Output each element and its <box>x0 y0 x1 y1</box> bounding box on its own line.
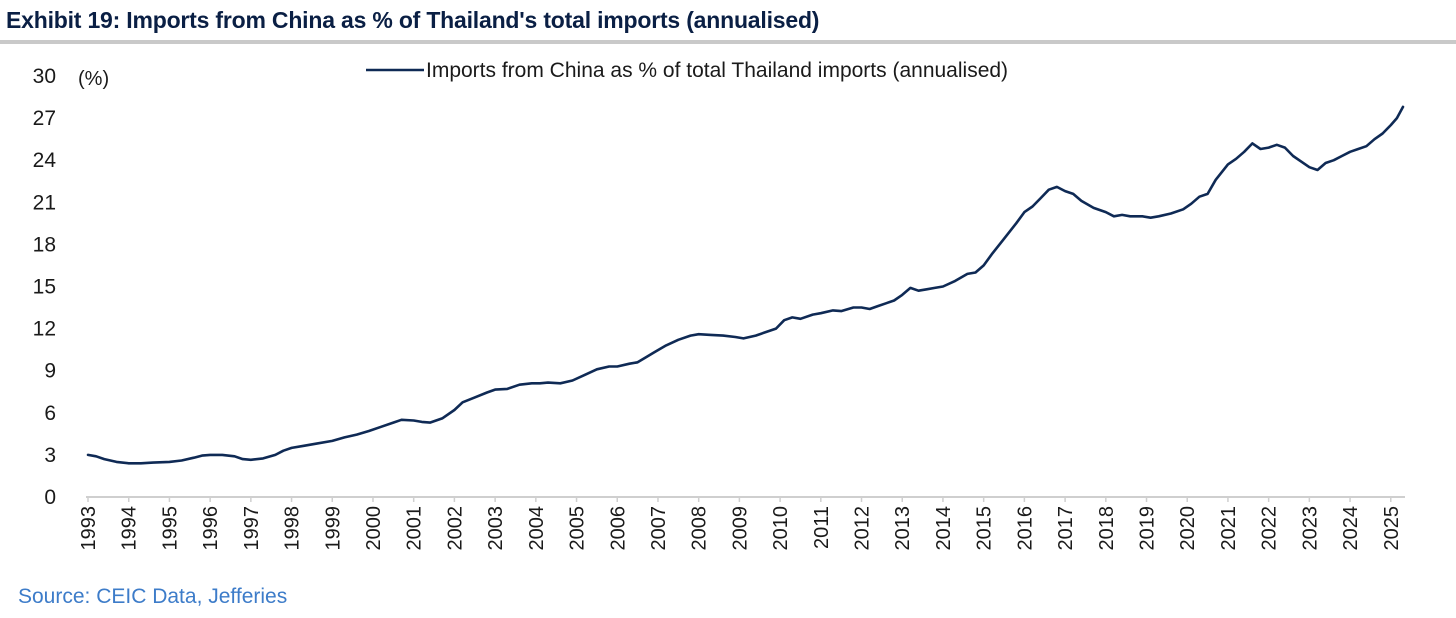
x-tick-label: 1995 <box>159 506 181 551</box>
x-tick-label: 2010 <box>770 506 792 551</box>
x-tick-label: 1998 <box>282 506 304 551</box>
x-tick-label: 2009 <box>729 506 751 551</box>
y-tick-label: 0 <box>44 486 56 509</box>
x-tick-label: 2004 <box>526 506 548 551</box>
y-tick-label: 12 <box>33 318 56 341</box>
x-tick-label: 2013 <box>892 506 914 551</box>
y-tick-label: 30 <box>33 65 56 88</box>
y-axis-unit-label: (%) <box>78 68 109 90</box>
x-tick-label: 1999 <box>322 506 344 551</box>
legend-label: Imports from China as % of total Thailan… <box>426 59 1008 82</box>
x-tick-label: 2020 <box>1177 506 1199 551</box>
x-tick-label: 2008 <box>689 506 711 551</box>
y-tick-label: 9 <box>44 360 56 383</box>
x-tick-label: 2018 <box>1096 506 1118 551</box>
y-tick-label: 21 <box>33 191 56 214</box>
x-tick-label: 2017 <box>1055 506 1077 551</box>
x-tick-label: 2015 <box>974 506 996 551</box>
series-line-china-share <box>86 105 1405 465</box>
x-tick-label: 2016 <box>1014 506 1036 551</box>
x-tick-label: 2000 <box>363 506 385 551</box>
x-tick-label: 2001 <box>404 506 426 551</box>
y-tick-label: 15 <box>33 276 56 299</box>
y-tick-label: 27 <box>33 107 56 130</box>
x-tick-label: 2006 <box>607 506 629 551</box>
x-tick-label: 2025 <box>1381 506 1403 551</box>
title-divider <box>0 40 1456 44</box>
x-axis: 1993 1994 1995 1996 1997 1998 1999 2000 2001 2002… <box>78 497 1403 551</box>
x-tick-label: 2012 <box>852 506 874 551</box>
source-note: Source: CEIC Data, Jefferies <box>18 585 288 608</box>
x-tick-label: 2003 <box>485 506 507 551</box>
y-tick-label: 18 <box>33 233 56 256</box>
legend: Imports from China as % of total Thailan… <box>366 59 1008 82</box>
x-tick-label: 2011 <box>811 506 833 549</box>
x-tick-label: 1993 <box>78 506 100 551</box>
x-tick-label: 2022 <box>1259 506 1281 551</box>
x-tick-label: 2014 <box>933 506 955 551</box>
x-tick-label: 2019 <box>1137 506 1159 551</box>
x-tick-label: 2005 <box>567 506 589 551</box>
y-axis: 0 3 6 9 12 15 18 21 24 27 30 <box>33 65 57 509</box>
y-tick-label: 3 <box>44 444 56 467</box>
x-tick-label: 2002 <box>444 506 466 551</box>
x-tick-label: 1994 <box>119 506 141 551</box>
x-tick-label: 2023 <box>1299 506 1321 551</box>
x-tick-label: 2021 <box>1218 506 1240 551</box>
y-tick-label: 6 <box>44 402 56 425</box>
x-tick-label: 2007 <box>648 506 670 551</box>
chart-title: Exhibit 19: Imports from China as % of T… <box>6 7 820 33</box>
x-tick-label: 2024 <box>1340 506 1362 551</box>
x-tick-label: 1997 <box>241 506 263 551</box>
x-tick-label: 1996 <box>200 506 222 551</box>
y-tick-label: 24 <box>33 149 57 172</box>
